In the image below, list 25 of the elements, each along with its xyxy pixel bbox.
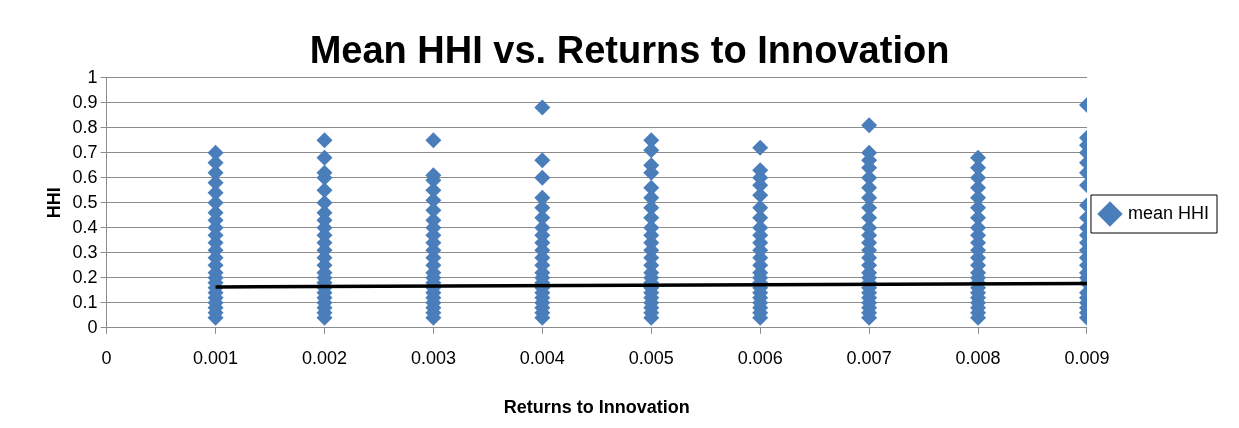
x-tick-label: 0.003 [410, 347, 456, 368]
y-tick-label: 0.7 [72, 141, 98, 162]
x-tick-label: 0.008 [955, 347, 1001, 368]
y-tick-label: 0.5 [72, 191, 98, 212]
y-tick-label: 0.4 [72, 216, 98, 237]
x-tick-label: 0 [101, 347, 112, 368]
x-tick-label: 0.007 [846, 347, 892, 368]
x-tick-label: 0.004 [519, 347, 565, 368]
x-tick-label: 0.009 [1064, 347, 1110, 368]
x-tick-label: 0.006 [737, 347, 783, 368]
x-tick-label: 0.002 [301, 347, 347, 368]
y-tick-label: 0.1 [72, 291, 98, 312]
y-tick-label: 0 [87, 316, 98, 337]
y-tick-label: 0.8 [72, 116, 98, 137]
y-tick-label: 0.3 [72, 241, 98, 262]
chart-title: Mean HHI vs. Returns to Innovation [309, 29, 950, 72]
y-tick-label: 1 [87, 66, 98, 87]
legend-label: mean HHI [1127, 202, 1209, 223]
y-tick-label: 0.9 [72, 91, 98, 112]
y-axis-title: HHI [43, 187, 64, 219]
y-tick-label: 0.6 [72, 166, 98, 187]
x-tick-label: 0.001 [193, 347, 239, 368]
x-tick-label: 0.005 [628, 347, 674, 368]
y-tick-label: 0.2 [72, 266, 98, 287]
x-axis-title: Returns to Innovation [503, 397, 690, 418]
